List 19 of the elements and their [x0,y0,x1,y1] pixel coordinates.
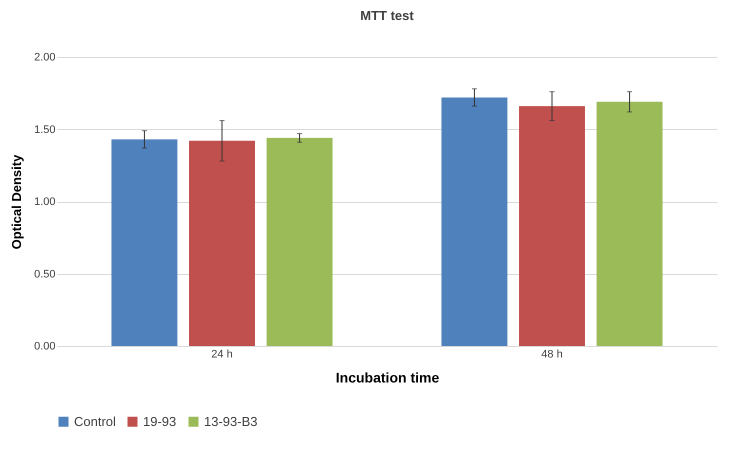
bar [596,102,663,346]
y-tick-label: 2.00 [34,52,56,64]
y-tick-label: 1.00 [34,196,56,208]
bar [189,140,255,346]
y-tick-label: 1.50 [34,124,56,136]
y-tick-label: 0.50 [34,268,56,280]
legend-label: 13-93-B3 [204,414,258,429]
y-axis-title: Optical Density [9,154,24,250]
chart-title: MTT test [360,8,414,23]
bar [266,138,333,346]
bar [519,106,585,346]
y-tick-label: 0.00 [34,340,56,352]
bar [111,139,178,346]
legend-label: 19-93 [143,414,176,429]
x-tick-label: 48 h [541,348,563,360]
legend-label: Control [74,414,116,429]
x-axis-title: Incubation time [336,370,440,386]
bar [441,97,508,346]
x-tick-label: 24 h [211,348,233,360]
